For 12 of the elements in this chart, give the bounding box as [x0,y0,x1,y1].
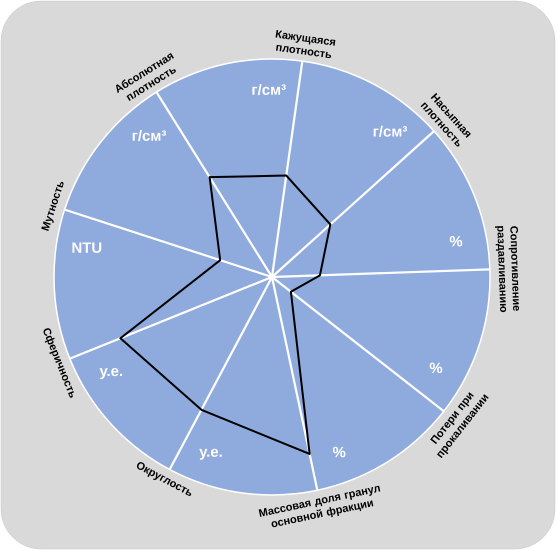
spoke-label: Кажущаяся плотность [276,30,336,58]
text: % [450,236,462,246]
text: % [332,446,346,458]
text: у.е. [100,368,122,380]
spoke-label: Сопротивление раздавливанию [495,226,520,312]
spoke-label: Массовая доля гранул основной фракции [258,486,380,528]
text: г/см³ [132,130,166,142]
text: у.е. [199,448,222,460]
text: г/см³ [252,84,286,96]
text: % [430,362,442,374]
text: NTU [72,242,102,253]
text: г/см³ [374,126,408,137]
